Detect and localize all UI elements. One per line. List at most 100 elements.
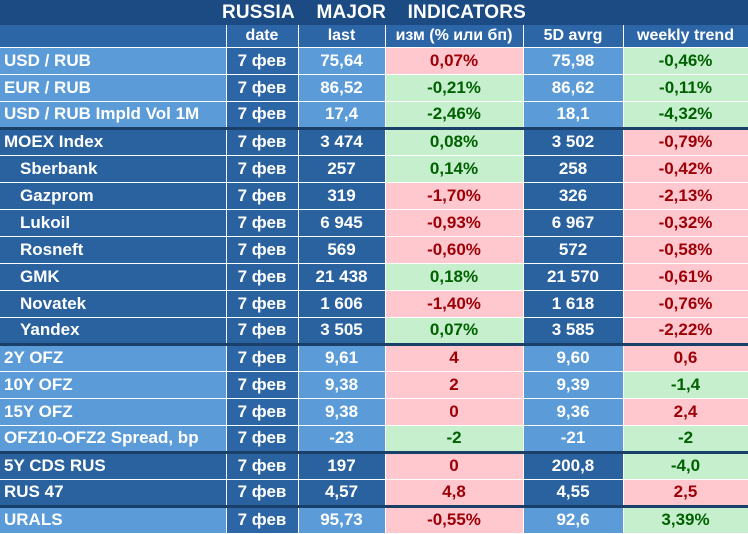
table-row: OFZ10-OFZ2 Spread, bp 7 фев -23 -2 -21 -2 bbox=[0, 425, 748, 454]
row-last: 6 945 bbox=[298, 209, 386, 237]
title-word: INDICATORS bbox=[407, 2, 527, 23]
row-last: 9,38 bbox=[298, 398, 386, 426]
table-row: USD / RUB 7 фев 75,64 0,07% 75,98 -0,46% bbox=[0, 47, 748, 75]
row-5d-avg: 9,60 bbox=[523, 344, 624, 372]
row-weekly-trend: -0,46% bbox=[623, 47, 748, 75]
table-row: MOEX Index 7 фев 3 474 0,08% 3 502 -0,79% bbox=[0, 128, 748, 156]
row-weekly-trend: -0,76% bbox=[623, 290, 748, 318]
table-row: Sberbank 7 фев 257 0,14% 258 -0,42% bbox=[0, 155, 748, 183]
row-name: GMK bbox=[0, 263, 227, 291]
row-name: URALS bbox=[0, 506, 227, 534]
row-change: -2,46% bbox=[385, 101, 524, 130]
row-date: 7 фев bbox=[226, 263, 299, 291]
row-date: 7 фев bbox=[226, 182, 299, 210]
row-weekly-trend: -0,79% bbox=[623, 128, 748, 156]
row-change: 0 bbox=[385, 398, 524, 426]
row-change: 0,07% bbox=[385, 47, 524, 75]
row-date: 7 фев bbox=[226, 128, 299, 156]
row-5d-avg: 86,62 bbox=[523, 74, 624, 102]
table-row: Novatek 7 фев 1 606 -1,40% 1 618 -0,76% bbox=[0, 290, 748, 318]
row-date: 7 фев bbox=[226, 425, 299, 454]
table-row: Yandex 7 фев 3 505 0,07% 3 585 -2,22% bbox=[0, 317, 748, 346]
row-5d-avg: 21 570 bbox=[523, 263, 624, 291]
table-row: EUR / RUB 7 фев 86,52 -0,21% 86,62 -0,11% bbox=[0, 74, 748, 102]
row-date: 7 фев bbox=[226, 317, 299, 346]
row-weekly-trend: -2 bbox=[623, 425, 748, 454]
row-last: 1 606 bbox=[298, 290, 386, 318]
row-date: 7 фев bbox=[226, 479, 299, 508]
row-date: 7 фев bbox=[226, 344, 299, 372]
table-row: 2Y OFZ 7 фев 9,61 4 9,60 0,6 bbox=[0, 344, 748, 372]
row-name: Rosneft bbox=[0, 236, 227, 264]
row-date: 7 фев bbox=[226, 290, 299, 318]
row-name: 5Y CDS RUS bbox=[0, 452, 227, 480]
row-name: Gazprom bbox=[0, 182, 227, 210]
row-5d-avg: 3 502 bbox=[523, 128, 624, 156]
row-last: 17,4 bbox=[298, 101, 386, 130]
row-5d-avg: 1 618 bbox=[523, 290, 624, 318]
row-5d-avg: 200,8 bbox=[523, 452, 624, 480]
table-row: 15Y OFZ 7 фев 9,38 0 9,36 2,4 bbox=[0, 398, 748, 426]
row-5d-avg: 572 bbox=[523, 236, 624, 264]
row-last: 197 bbox=[298, 452, 386, 480]
row-weekly-trend: -1,4 bbox=[623, 371, 748, 399]
row-weekly-trend: -0,11% bbox=[623, 74, 748, 102]
row-name: EUR / RUB bbox=[0, 74, 227, 102]
table-body: USD / RUB 7 фев 75,64 0,07% 75,98 -0,46% EUR /… bbox=[0, 47, 748, 534]
row-date: 7 фев bbox=[226, 398, 299, 426]
row-last: 86,52 bbox=[298, 74, 386, 102]
row-change: -0,60% bbox=[385, 236, 524, 264]
row-name: USD / RUB Impld Vol 1M bbox=[0, 101, 227, 130]
row-name: Yandex bbox=[0, 317, 227, 346]
row-last: 3 505 bbox=[298, 317, 386, 346]
indicators-table: date last изм (% или бп) 5D avrg weekly … bbox=[0, 25, 748, 534]
row-date: 7 фев bbox=[226, 101, 299, 130]
row-change: -2 bbox=[385, 425, 524, 454]
row-5d-avg: 3 585 bbox=[523, 317, 624, 346]
row-date: 7 фев bbox=[226, 236, 299, 264]
row-weekly-trend: 2,4 bbox=[623, 398, 748, 426]
row-change: -1,70% bbox=[385, 182, 524, 210]
row-weekly-trend: -4,0 bbox=[623, 452, 748, 480]
row-change: 0,08% bbox=[385, 128, 524, 156]
row-weekly-trend: -2,22% bbox=[623, 317, 748, 346]
title-word: MAJOR bbox=[316, 2, 387, 23]
row-last: 9,61 bbox=[298, 344, 386, 372]
row-name: 15Y OFZ bbox=[0, 398, 227, 426]
title-word: RUSSIA bbox=[221, 2, 295, 23]
header-weekly-trend: weekly trend bbox=[623, 25, 748, 48]
row-weekly-trend: -0,42% bbox=[623, 155, 748, 183]
row-5d-avg: 9,39 bbox=[523, 371, 624, 399]
row-change: -1,40% bbox=[385, 290, 524, 318]
row-change: -0,21% bbox=[385, 74, 524, 102]
table-row: GMK 7 фев 21 438 0,18% 21 570 -0,61% bbox=[0, 263, 748, 291]
row-change: 0,14% bbox=[385, 155, 524, 183]
row-last: 257 bbox=[298, 155, 386, 183]
row-date: 7 фев bbox=[226, 155, 299, 183]
row-name: 2Y OFZ bbox=[0, 344, 227, 372]
header-last: last bbox=[298, 25, 386, 48]
row-last: 4,57 bbox=[298, 479, 386, 508]
table-row: Lukoil 7 фев 6 945 -0,93% 6 967 -0,32% bbox=[0, 209, 748, 237]
row-5d-avg: 92,6 bbox=[523, 506, 624, 534]
header-row: date last изм (% или бп) 5D avrg weekly … bbox=[0, 25, 748, 48]
row-name: Sberbank bbox=[0, 155, 227, 183]
row-date: 7 фев bbox=[226, 209, 299, 237]
header-change: изм (% или бп) bbox=[385, 25, 524, 48]
row-5d-avg: 4,55 bbox=[523, 479, 624, 508]
row-date: 7 фев bbox=[226, 371, 299, 399]
header-name bbox=[0, 25, 227, 48]
row-last: 75,64 bbox=[298, 47, 386, 75]
table-row: 5Y CDS RUS 7 фев 197 0 200,8 -4,0 bbox=[0, 452, 748, 480]
row-name: USD / RUB bbox=[0, 47, 227, 75]
row-change: 0,18% bbox=[385, 263, 524, 291]
row-date: 7 фев bbox=[226, 452, 299, 480]
row-5d-avg: 6 967 bbox=[523, 209, 624, 237]
table-row: 10Y OFZ 7 фев 9,38 2 9,39 -1,4 bbox=[0, 371, 748, 399]
row-5d-avg: 326 bbox=[523, 182, 624, 210]
table-row: Rosneft 7 фев 569 -0,60% 572 -0,58% bbox=[0, 236, 748, 264]
table-title: RUSSIA MAJOR INDICATORS bbox=[0, 0, 748, 25]
row-last: 9,38 bbox=[298, 371, 386, 399]
row-date: 7 фев bbox=[226, 74, 299, 102]
row-weekly-trend: -4,32% bbox=[623, 101, 748, 130]
